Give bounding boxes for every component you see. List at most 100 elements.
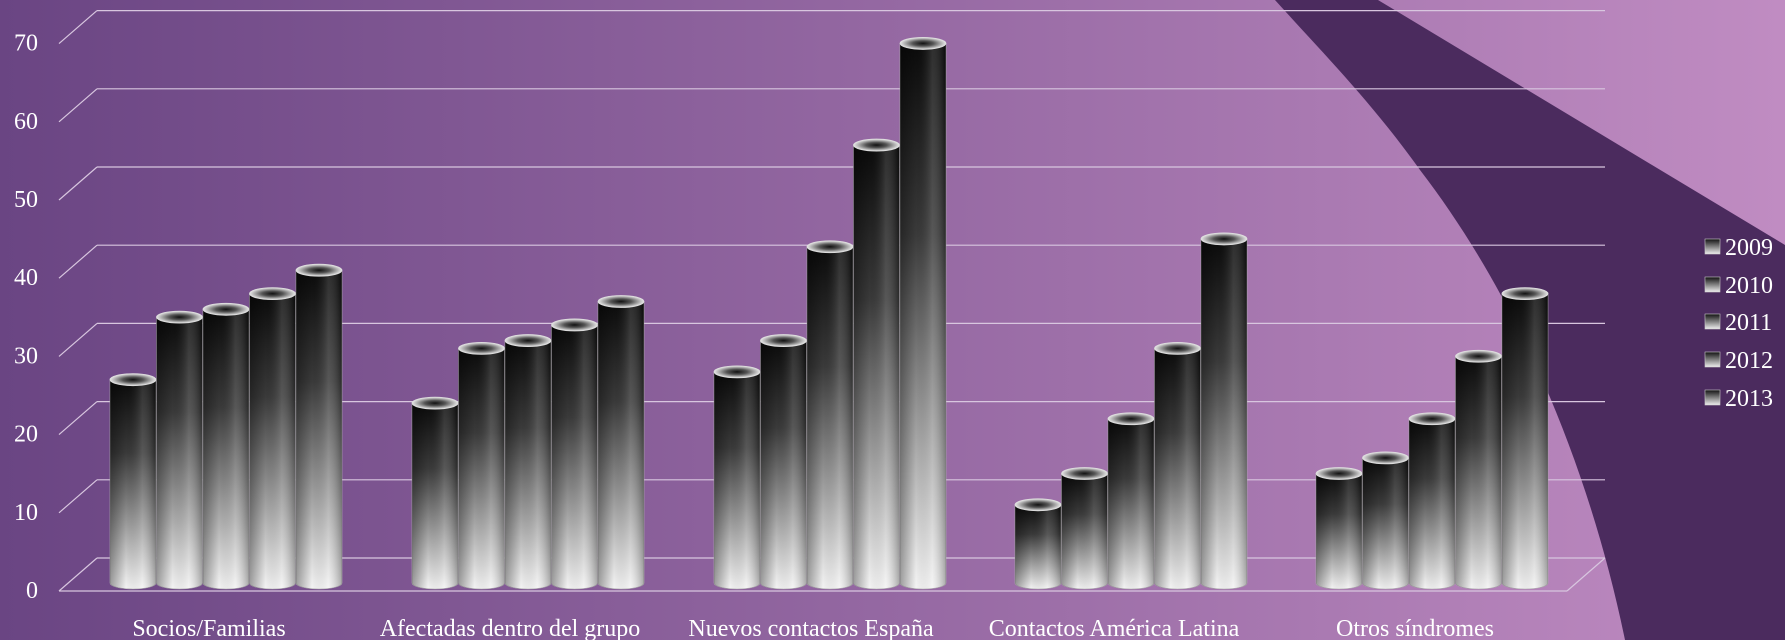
bar-cap: [853, 138, 900, 152]
bar-2013: [295, 263, 343, 590]
legend-swatch: [1704, 389, 1721, 406]
bar-2013: [1501, 287, 1549, 590]
bar-shade: [1061, 473, 1108, 589]
bar-cap: [458, 341, 505, 355]
gridline-side: [58, 166, 98, 201]
bar-2009: [1014, 498, 1062, 590]
bar-cap: [760, 334, 807, 347]
bar-2011: [202, 302, 250, 590]
bar-shade: [853, 145, 900, 589]
gridline-side: [58, 479, 98, 514]
bar-shade: [296, 270, 342, 589]
legend-swatch: [1704, 238, 1721, 255]
bar-shade: [412, 403, 458, 589]
bar-cap: [249, 287, 296, 301]
bar-cap: [899, 37, 947, 50]
gridline-side: [58, 401, 98, 436]
bar-shade: [203, 309, 249, 589]
bar-2010: [458, 341, 505, 590]
bar-cap: [504, 334, 552, 347]
gridline-side: [58, 10, 98, 45]
y-tick-label: 20: [14, 422, 38, 448]
bar-shade: [249, 293, 296, 589]
bar-shade: [505, 340, 551, 589]
bar-2012: [551, 318, 598, 590]
bar-shade: [1015, 504, 1061, 589]
legend-item-2010: 2010: [1704, 273, 1773, 299]
bar-cap: [156, 310, 203, 324]
bar-shade: [1362, 457, 1409, 589]
gridline-side: [58, 88, 98, 123]
bar-cap: [1014, 498, 1062, 512]
bar-2013: [899, 37, 947, 590]
y-tick-label: 10: [14, 500, 38, 526]
bar-shade: [1201, 238, 1247, 590]
bar-cap: [1315, 467, 1363, 480]
legend-swatch: [1704, 276, 1721, 293]
bar-2012: [1154, 341, 1201, 590]
bar-cap: [1107, 412, 1155, 426]
bar-shade: [807, 246, 853, 590]
bar-series: [109, 37, 1549, 590]
x-category-label: Nuevos contactos España: [688, 616, 934, 640]
bar-2013: [1200, 232, 1248, 590]
legend-swatch: [1704, 313, 1721, 330]
bar-2012: [249, 287, 296, 590]
y-tick-label: 60: [14, 109, 38, 135]
legend-item-2012: 2012: [1704, 348, 1773, 374]
y-tick-label: 30: [14, 343, 38, 369]
bar-cap: [1455, 349, 1502, 363]
x-category-label: Socios/Familias: [132, 616, 285, 640]
legend-label: 2010: [1725, 273, 1773, 299]
bar-cap: [551, 318, 598, 332]
bar-shade: [1455, 356, 1502, 589]
bar-shade: [458, 348, 505, 589]
floor-right-edge: [1566, 557, 1606, 592]
bar-2009: [1315, 467, 1363, 590]
legend-label: 2012: [1725, 348, 1773, 374]
x-category-label: Contactos América Latina: [989, 616, 1240, 640]
bar-shade: [156, 317, 203, 589]
bar-2011: [1107, 412, 1155, 590]
bar-2010: [1362, 451, 1409, 590]
legend-label: 2011: [1725, 310, 1772, 336]
bar-2011: [1408, 412, 1456, 590]
bar-2010: [156, 310, 203, 590]
y-tick-label: 50: [14, 187, 38, 213]
bar-2010: [760, 334, 807, 590]
bar-shade: [1409, 418, 1455, 589]
bar-2012: [853, 138, 900, 590]
x-category-label: Otros síndromes: [1336, 616, 1494, 640]
bar-2009: [411, 396, 459, 590]
legend-item-2011: 2011: [1704, 310, 1772, 336]
bar-shade: [714, 371, 760, 589]
legend-item-2009: 2009: [1704, 235, 1773, 261]
bar-cap: [1061, 467, 1108, 480]
y-tick-label: 40: [14, 265, 38, 291]
bar-cap: [597, 295, 645, 308]
bar-2013: [597, 295, 645, 590]
y-axis: 0 10 20 30 40 50 60 70: [14, 31, 38, 604]
bar-2009: [109, 373, 157, 590]
bar-shade: [900, 43, 946, 590]
bar-cap: [806, 240, 854, 254]
gridline-side: [58, 322, 98, 357]
bar-shade: [760, 340, 807, 589]
legend: 2009 2010 2011 2012 2013: [1704, 235, 1773, 412]
y-tick-label: 0: [26, 578, 38, 604]
bar-cap: [1362, 451, 1409, 465]
x-axis: Socios/Familias Afectadas dentro del grup…: [132, 616, 1494, 640]
bar-2011: [504, 334, 552, 590]
bar-2012: [1455, 349, 1502, 590]
bar-2011: [806, 240, 854, 590]
bar-cap: [109, 373, 157, 387]
x-category-label: Afectadas dentro del grupo: [380, 616, 641, 640]
bar-shade: [1316, 473, 1362, 589]
bar-cap: [1200, 232, 1248, 246]
gridline-side: [58, 557, 98, 592]
gridline-side: [58, 244, 98, 279]
bar-cap: [1408, 412, 1456, 426]
bar-2010: [1061, 467, 1108, 590]
bar-shade: [598, 301, 644, 589]
